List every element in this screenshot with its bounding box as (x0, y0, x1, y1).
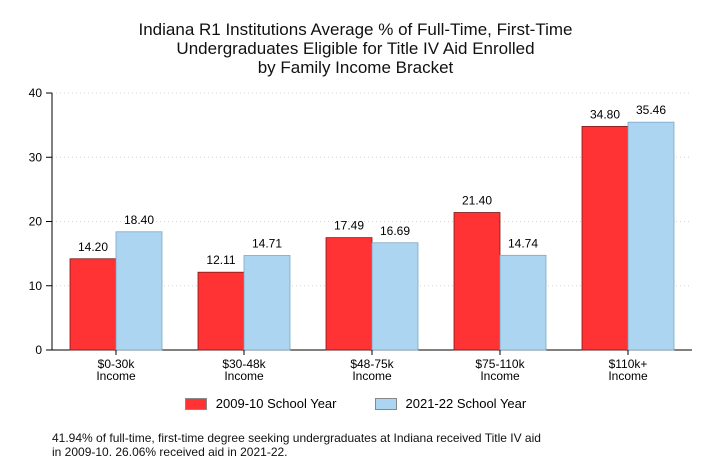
y-tick-label: 20 (29, 215, 43, 229)
x-tick-label: $30-48k (222, 357, 266, 371)
bar-series-1 (453, 212, 501, 351)
x-tick-label: Income (608, 369, 648, 383)
x-tick-label: $0-30k (98, 357, 136, 371)
x-tick-label: $110k+ (609, 357, 648, 371)
data-label-series-2: 18.40 (124, 213, 154, 227)
data-label-series-2: 14.71 (252, 236, 282, 250)
legend-item-series-1: 2009-10 School Year (184, 396, 337, 411)
y-tick-label: 40 (29, 86, 43, 100)
bar-chart-plot: 01020304014.2018.40$0-30kIncome12.1114.7… (29, 86, 692, 383)
legend-label-series-2: 2021-22 School Year (405, 396, 527, 411)
data-label-series-2: 14.74 (508, 236, 538, 250)
legend-item-series-2: 2021-22 School Year (374, 396, 527, 411)
x-tick-label: Income (480, 369, 520, 383)
bar-series-2 (371, 242, 419, 351)
x-tick-label: Income (352, 369, 392, 383)
legend-label-series-1: 2009-10 School Year (215, 396, 337, 411)
chart-title-line-3: by Family Income Bracket (257, 58, 454, 77)
bar-series-1 (325, 237, 373, 351)
data-label-series-1: 14.20 (78, 240, 108, 254)
legend-swatch-series-2 (374, 397, 397, 410)
data-label-series-1: 34.80 (590, 107, 620, 121)
data-label-series-1: 17.49 (334, 219, 364, 233)
y-tick-label: 30 (29, 150, 43, 164)
bar-series-2 (627, 121, 675, 351)
bar-series-2 (499, 254, 547, 351)
x-tick-label: Income (224, 369, 264, 383)
bar-series-1 (69, 258, 117, 351)
legend: 2009-10 School Year 2021-22 School Year (0, 396, 711, 411)
bar-series-2 (243, 255, 291, 351)
data-label-series-2: 16.69 (380, 224, 410, 238)
y-tick-label: 10 (29, 279, 43, 293)
x-tick-label: $48-75k (350, 357, 394, 371)
legend-swatch-series-1 (184, 397, 207, 410)
footnote-line-1: 41.94% of full-time, first-time degree s… (52, 431, 541, 445)
footnote: 41.94% of full-time, first-time degree s… (52, 431, 692, 459)
bar-series-1 (581, 126, 629, 351)
data-label-series-1: 21.40 (462, 194, 492, 208)
data-label-series-2: 35.46 (636, 103, 666, 117)
x-tick-label: Income (96, 369, 136, 383)
data-label-series-1: 12.11 (206, 253, 235, 267)
x-tick-label: $75-110k (475, 357, 525, 371)
footnote-line-2: in 2009-10. 26.06% received aid in 2021-… (52, 445, 288, 459)
chart-title-line-1: Indiana R1 Institutions Average % of Ful… (138, 20, 573, 39)
y-tick-label: 0 (35, 343, 42, 357)
bar-series-2 (115, 231, 163, 351)
bar-series-1 (197, 271, 245, 351)
chart-title-line-2: Undergraduates Eligible for Title IV Aid… (176, 39, 535, 58)
chart-title: Indiana R1 Institutions Average % of Ful… (0, 20, 711, 77)
